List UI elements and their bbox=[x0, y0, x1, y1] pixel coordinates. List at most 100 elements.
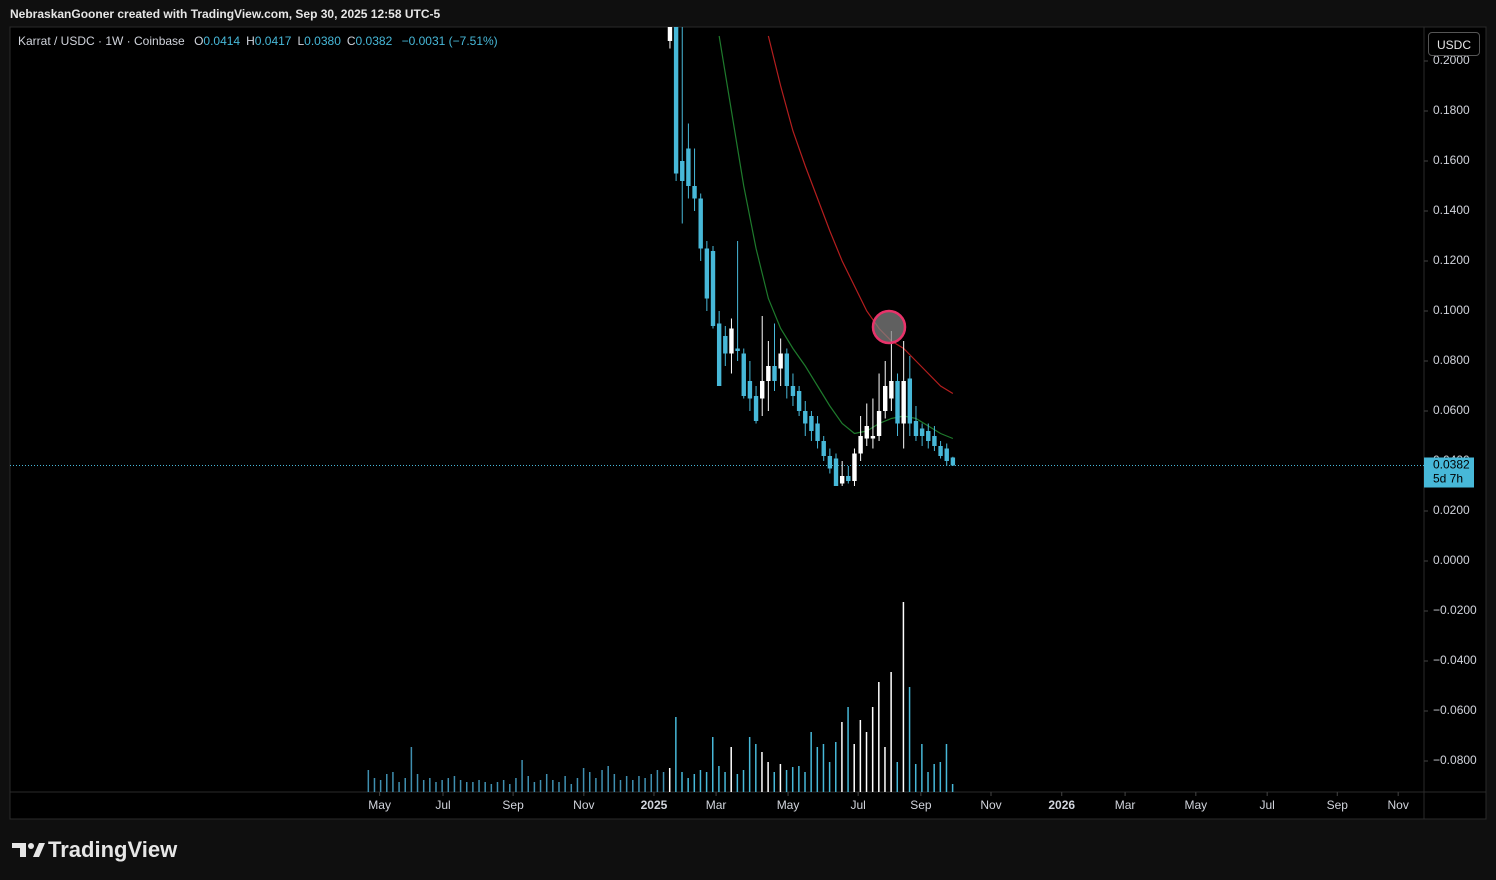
candle-body bbox=[889, 381, 894, 399]
volume-bar bbox=[662, 772, 665, 792]
volume-bar bbox=[490, 784, 493, 792]
candle-body bbox=[741, 353, 746, 396]
volume-bar bbox=[902, 602, 905, 792]
x-tick-label: May bbox=[1184, 798, 1207, 812]
y-tick-label: 0.0000 bbox=[1433, 553, 1470, 567]
volume-bar bbox=[515, 778, 517, 792]
volume-bar bbox=[921, 744, 923, 792]
volume-bar bbox=[613, 774, 616, 792]
candle-body bbox=[883, 386, 888, 411]
volume-bar bbox=[521, 760, 523, 792]
candle-body bbox=[803, 411, 808, 424]
candle-body bbox=[784, 353, 790, 386]
y-tick-label: 0.0600 bbox=[1433, 403, 1470, 417]
volume-bar bbox=[644, 778, 646, 792]
volume-bar bbox=[742, 770, 745, 792]
candle-body bbox=[852, 453, 857, 481]
volume-bar bbox=[607, 766, 609, 792]
volume-bar bbox=[687, 778, 689, 792]
volume-bar bbox=[410, 747, 413, 792]
volume-bar bbox=[853, 744, 855, 792]
volume-bar bbox=[847, 707, 849, 792]
x-tick-label: 2025 bbox=[641, 798, 668, 812]
candle-body bbox=[870, 436, 876, 439]
volume-bar bbox=[705, 772, 708, 792]
volume-bar bbox=[951, 784, 954, 792]
volume-bar bbox=[785, 770, 788, 792]
volume-bar bbox=[509, 784, 511, 792]
x-tick-label: Nov bbox=[1387, 798, 1408, 812]
volume-bar bbox=[564, 776, 566, 792]
candle-body bbox=[815, 423, 820, 441]
volume-bar bbox=[404, 778, 406, 792]
volume-bar bbox=[545, 774, 548, 792]
volume-bar bbox=[841, 722, 843, 792]
volume-bar bbox=[453, 776, 456, 792]
volume-bar bbox=[632, 780, 634, 792]
y-tick-label: 0.0800 bbox=[1433, 353, 1470, 367]
candle-body bbox=[729, 328, 734, 354]
volume-bar bbox=[502, 780, 505, 792]
plot-area bbox=[10, 27, 1424, 792]
volume-bar bbox=[527, 776, 529, 792]
x-tick-label: Nov bbox=[980, 798, 1001, 812]
candle-body bbox=[790, 386, 796, 396]
volume-bar bbox=[588, 772, 591, 792]
candle-body bbox=[723, 336, 728, 354]
candle-body bbox=[932, 436, 937, 446]
candle-body bbox=[901, 381, 906, 424]
volume-bar bbox=[472, 782, 474, 792]
volume-bar bbox=[422, 780, 425, 792]
candle-body bbox=[827, 456, 833, 469]
volume-bar bbox=[392, 772, 394, 792]
ohlc-key: L bbox=[297, 34, 305, 48]
volume-bar bbox=[945, 744, 948, 792]
x-tick-label: Jul bbox=[1259, 798, 1274, 812]
volume-bar bbox=[595, 778, 597, 792]
volume-bar bbox=[859, 720, 862, 792]
volume-bar bbox=[761, 752, 763, 792]
candle-body bbox=[692, 186, 697, 199]
volume-bar bbox=[675, 717, 677, 792]
volume-bar bbox=[835, 742, 837, 792]
volume-bar bbox=[379, 780, 382, 792]
candle-body bbox=[833, 458, 839, 486]
x-tick-label: Mar bbox=[1115, 798, 1136, 812]
volume-bar bbox=[533, 782, 536, 792]
candle-body bbox=[938, 446, 943, 456]
candle-body bbox=[760, 381, 765, 399]
volume-bar bbox=[939, 762, 942, 792]
x-tick-label: 2026 bbox=[1048, 798, 1075, 812]
candle-body bbox=[950, 457, 956, 466]
volume-bar bbox=[933, 764, 935, 792]
ohlc-value: 0.0417 bbox=[254, 34, 292, 48]
change: −0.0031 (−7.51%) bbox=[401, 34, 498, 48]
candle-body bbox=[821, 441, 826, 456]
volume-bar bbox=[447, 778, 450, 792]
volume-bar bbox=[724, 772, 726, 792]
volume-bar bbox=[435, 782, 437, 792]
volume-bar bbox=[625, 776, 628, 792]
y-tick-label: −0.0400 bbox=[1433, 653, 1477, 667]
volume-bar bbox=[668, 768, 671, 792]
volume-bar bbox=[441, 780, 443, 792]
volume-bar bbox=[552, 780, 554, 792]
volume-bar bbox=[871, 707, 874, 792]
time-axis: May Jul Sep Nov 2025 Mar May Jul Sep Nov 2026 Mar Ma… bbox=[368, 792, 1409, 812]
candle-body bbox=[876, 411, 882, 436]
volume-bar bbox=[773, 772, 776, 792]
volume-bar bbox=[816, 747, 819, 792]
candle-body bbox=[766, 366, 771, 381]
currency-button[interactable]: USDC bbox=[1428, 32, 1480, 56]
x-tick-label: Sep bbox=[1327, 798, 1349, 812]
x-tick-label: May bbox=[368, 798, 391, 812]
header-text: NebraskanGooner created with TradingView… bbox=[10, 7, 441, 21]
volume-bar bbox=[908, 687, 911, 792]
candle-body bbox=[778, 353, 783, 369]
ohlc-key: C bbox=[346, 34, 356, 48]
volume-bar bbox=[558, 782, 560, 792]
volume-bar bbox=[656, 770, 659, 792]
ohlc-value: 0.0382 bbox=[355, 34, 393, 48]
volume-bar bbox=[822, 744, 825, 792]
y-tick-label: −0.0200 bbox=[1433, 603, 1477, 617]
